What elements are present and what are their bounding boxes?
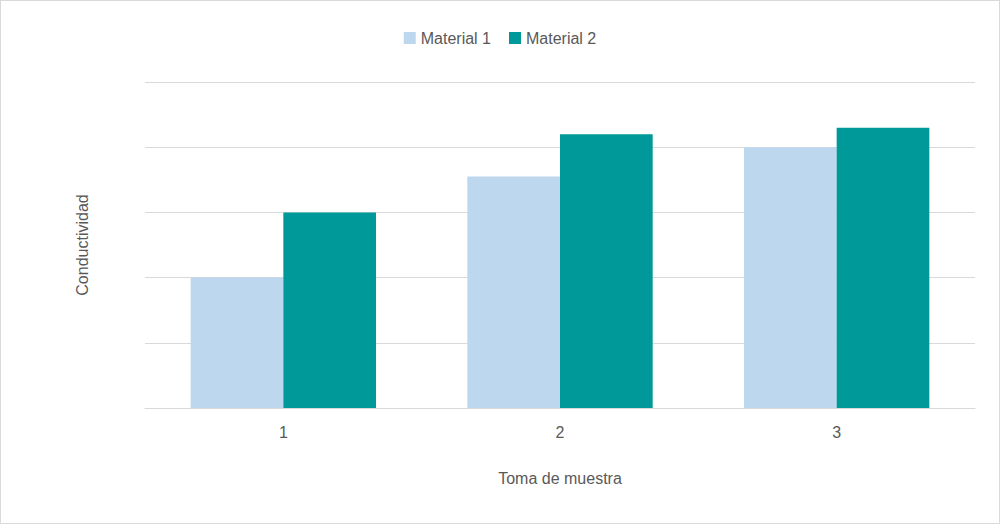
svg-text:2: 2 — [556, 424, 565, 441]
svg-text:3: 3 — [832, 424, 841, 441]
svg-text:Material 1: Material 1 — [421, 30, 491, 47]
svg-text:Conductividad: Conductividad — [74, 194, 91, 295]
svg-text:1: 1 — [279, 424, 288, 441]
svg-text:Material 2: Material 2 — [526, 30, 596, 47]
svg-text:Toma de muestra: Toma de muestra — [498, 470, 622, 487]
